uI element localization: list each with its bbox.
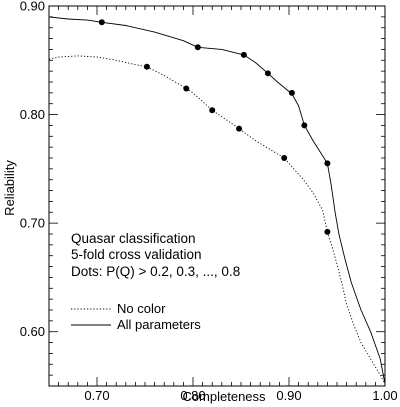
x-tick-label: 0.80	[180, 388, 205, 403]
series-line-all-parameters	[48, 16, 386, 384]
annotation-line-2: 5-fold cross validation	[71, 247, 202, 262]
plot-border	[48, 5, 386, 387]
plot-frame	[48, 5, 386, 387]
annotation-line-3: Dots: P(Q) > 0.2, 0.3, ..., 0.8	[71, 264, 240, 279]
x-tick-label: 0.70	[84, 388, 109, 403]
threshold-dot-no-color	[281, 155, 288, 161]
y-tick-label: 0.90	[20, 0, 45, 14]
threshold-dot-no-color	[143, 63, 150, 70]
y-tick-label: 0.80	[20, 107, 45, 122]
legend-label-no-color: No color	[117, 301, 166, 316]
threshold-dot-no-color	[236, 125, 243, 132]
threshold-dot-all-parameters	[240, 51, 247, 58]
legend: No color All parameters	[71, 301, 201, 332]
threshold-dot-no-color	[209, 107, 216, 114]
x-axis-title: Completeness	[182, 389, 266, 404]
threshold-dot-no-color	[324, 228, 331, 235]
series-line-no-color	[48, 55, 386, 385]
threshold-dot-all-parameters	[98, 19, 105, 26]
threshold-dot-all-parameters	[264, 70, 271, 77]
x-tick-label: 0.90	[276, 388, 301, 403]
threshold-dot-all-parameters	[324, 160, 331, 167]
y-tick-label: 0.70	[20, 216, 45, 231]
series-lines	[48, 16, 386, 385]
threshold-dot-no-color	[183, 85, 190, 92]
legend-label-all-parameters: All parameters	[117, 317, 201, 332]
x-tick-label: 1.00	[372, 388, 397, 403]
axis-ticks	[48, 5, 386, 387]
threshold-dot-all-parameters	[288, 89, 295, 96]
threshold-dots	[98, 19, 331, 235]
y-tick-label: 0.60	[20, 324, 45, 339]
threshold-dot-all-parameters	[194, 44, 201, 51]
tick-labels: 0.70 0.80 0.90 1.00 0.60 0.70 0.80 0.90	[20, 0, 398, 403]
y-axis-title: Reliability	[2, 160, 17, 216]
threshold-dot-all-parameters	[301, 122, 308, 129]
annotation-line-1: Quasar classification	[71, 231, 196, 246]
